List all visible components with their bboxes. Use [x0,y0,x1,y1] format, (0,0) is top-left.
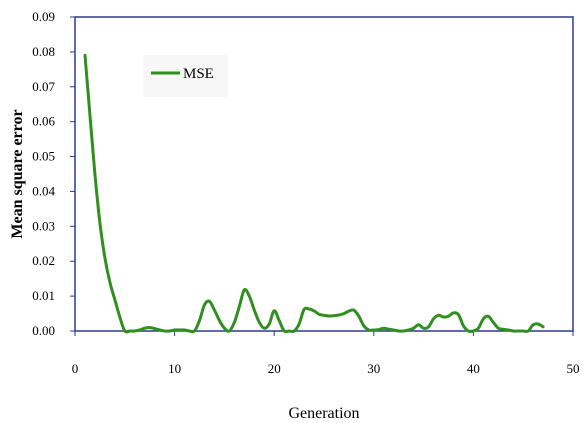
y-tick-label: 0.07 [32,79,55,94]
y-tick-label: 0.01 [32,288,55,303]
x-axis-ticks: 0 10 20 30 40 50 [72,331,580,376]
mse-series-line [83,53,545,334]
y-tick-label: 0.06 [32,114,55,129]
x-axis-title: Generation [288,405,359,422]
x-tick-label: 50 [567,361,580,376]
legend-label-mse: MSE [183,66,214,82]
y-tick-label: 0.00 [32,323,55,338]
y-axis-title: Mean square error [9,109,26,238]
y-tick-label: 0.09 [32,9,55,24]
legend-box [143,55,228,97]
y-tick-label: 0.08 [32,44,55,59]
x-tick-label: 10 [168,361,181,376]
y-tick-label: 0.05 [32,149,55,164]
x-tick-label: 30 [367,361,380,376]
x-tick-label: 0 [72,361,79,376]
y-tick-label: 0.02 [32,253,55,268]
y-tick-label: 0.04 [32,183,55,198]
x-tick-label: 40 [467,361,480,376]
y-axis-ticks: 0.00 0.01 0.02 0.03 0.04 0.05 0.06 0.07 0.08 0.09 [32,9,75,338]
legend: MSE [143,55,228,97]
y-tick-label: 0.03 [32,218,55,233]
x-tick-label: 20 [268,361,281,376]
